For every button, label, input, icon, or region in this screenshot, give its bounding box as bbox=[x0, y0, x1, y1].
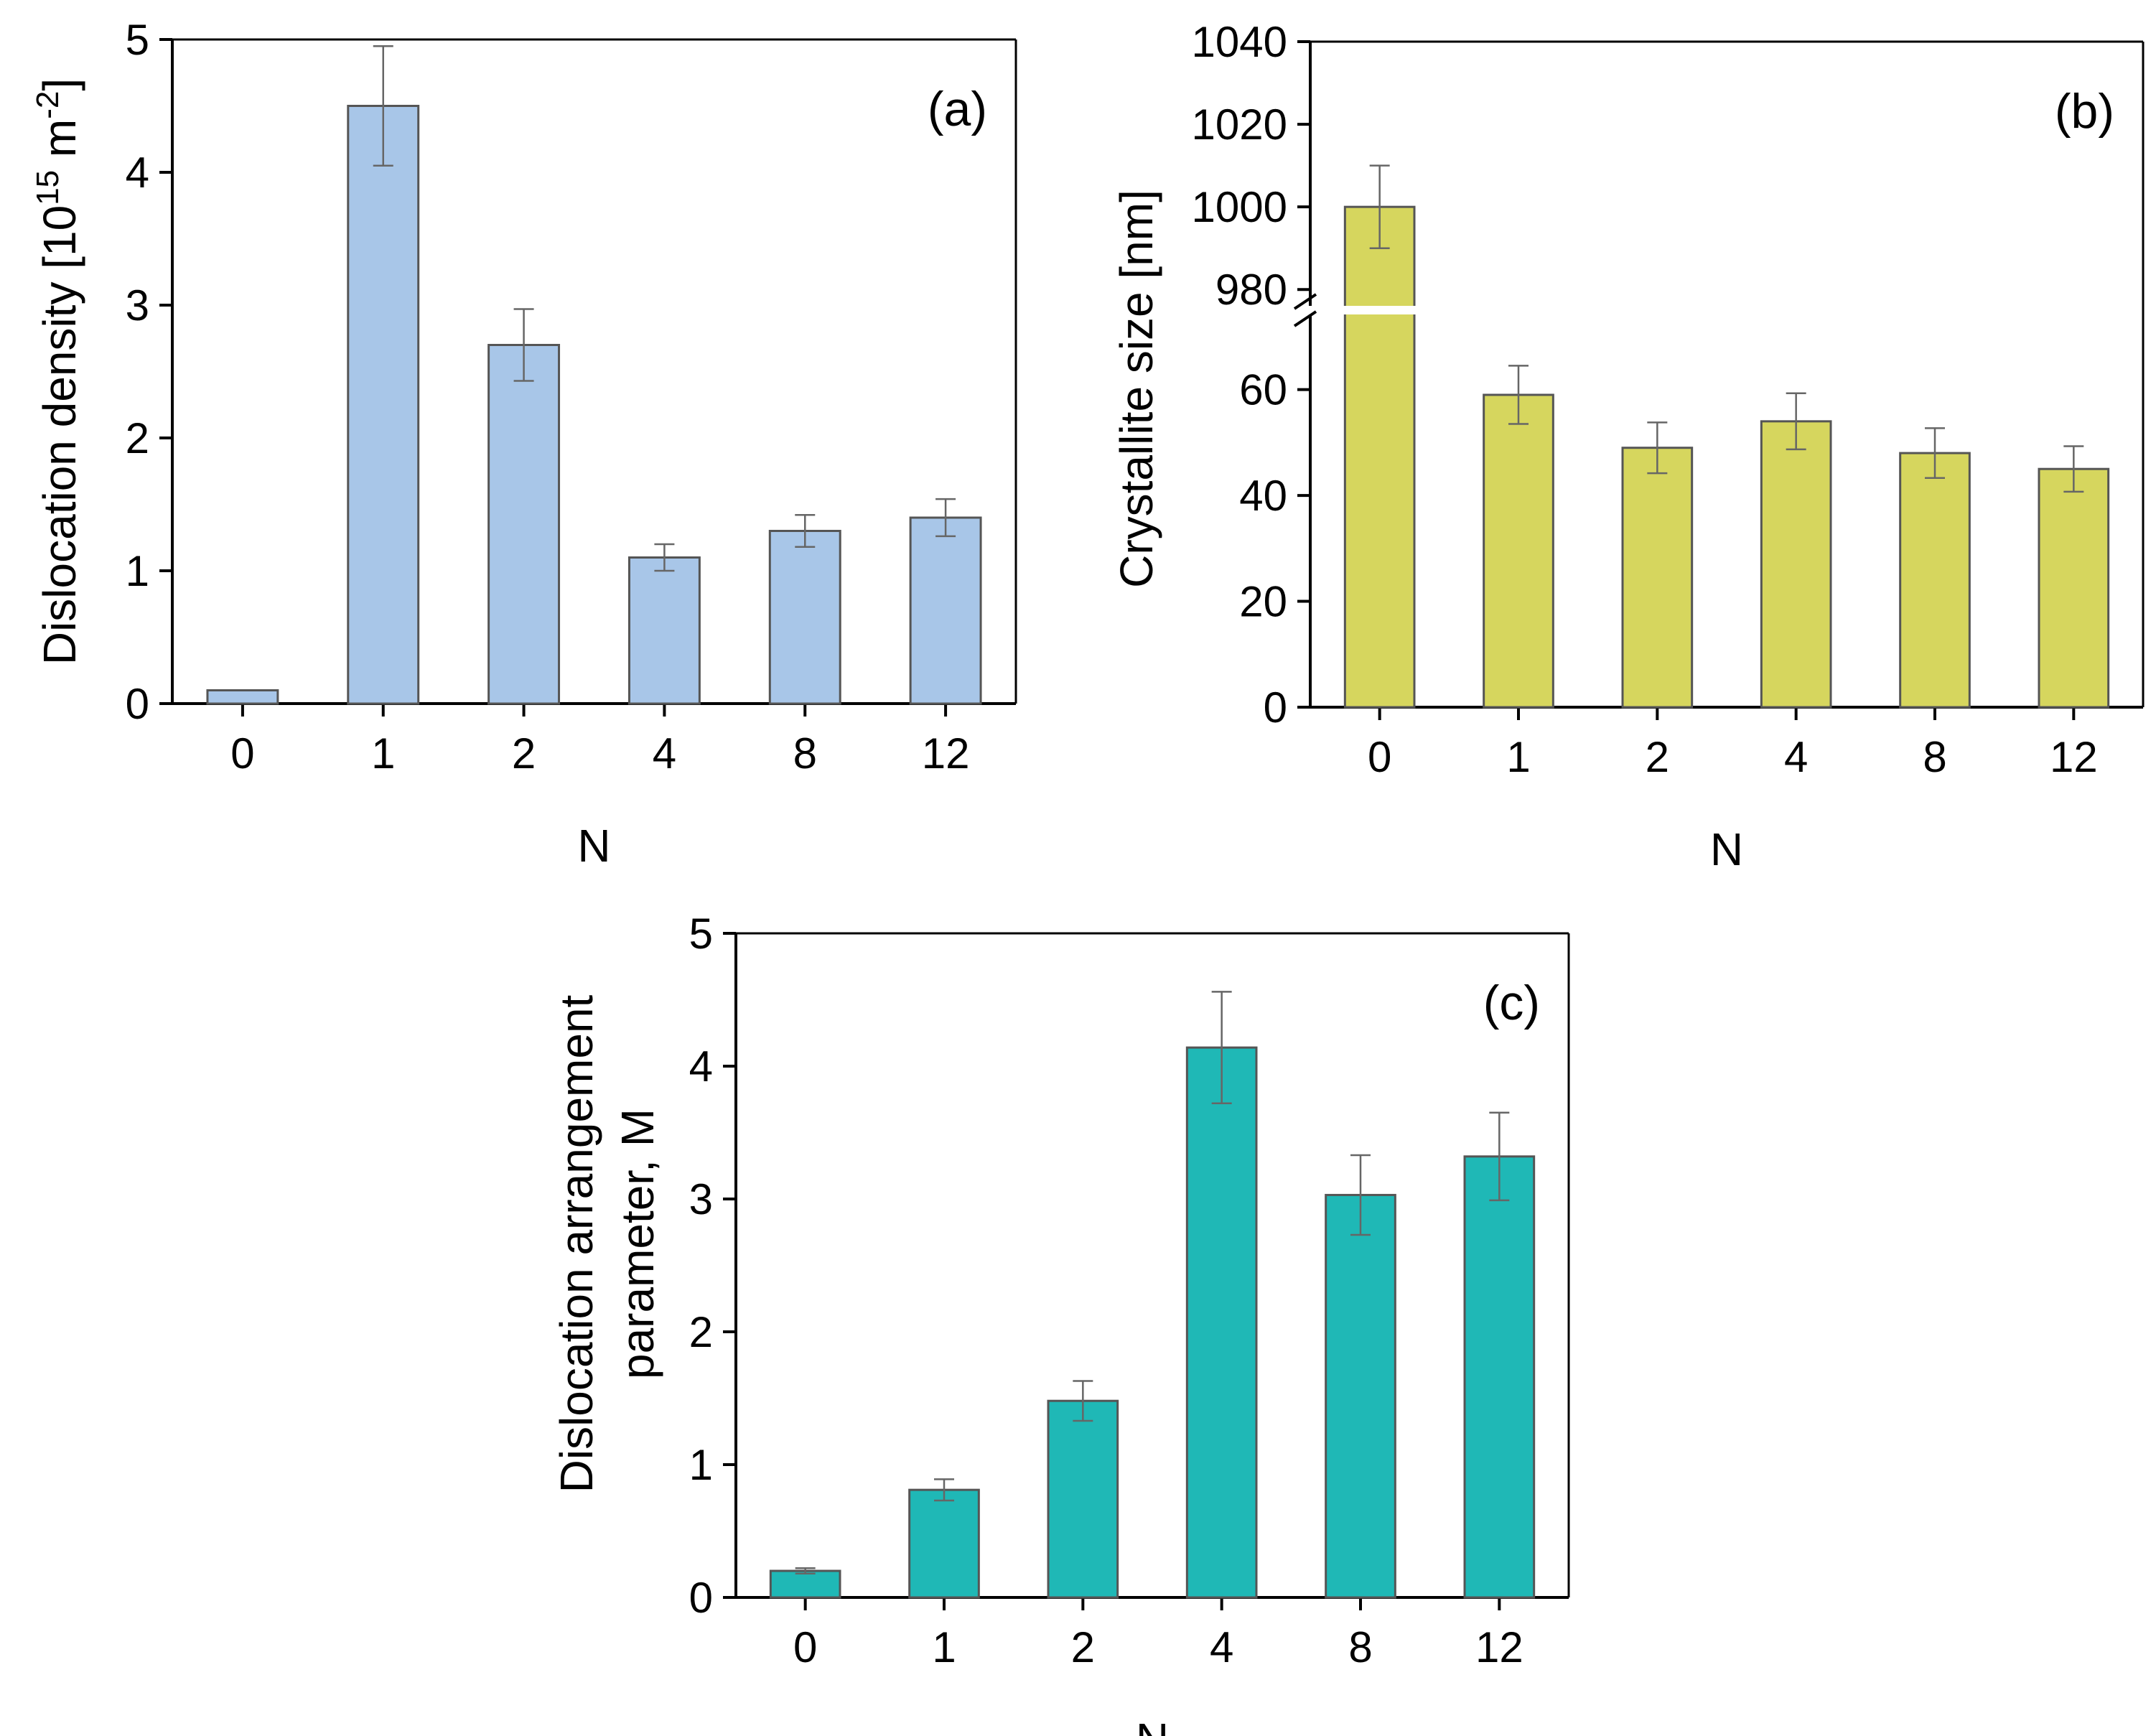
y-tick-label: 20 bbox=[1239, 578, 1287, 626]
bar bbox=[1483, 393, 1554, 709]
x-tick-label: 12 bbox=[2050, 733, 2098, 781]
y-axis-title-part: Dislocation density [10 bbox=[34, 205, 85, 665]
x-tick-label: 4 bbox=[653, 729, 676, 778]
x-tick-label: 2 bbox=[512, 729, 536, 778]
x-tick-label: 4 bbox=[1210, 1623, 1233, 1671]
y-tick-label: 40 bbox=[1239, 472, 1287, 520]
x-tick-label: 1 bbox=[1506, 733, 1530, 781]
y-tick-label: 0 bbox=[689, 1574, 713, 1622]
x-tick-label: 0 bbox=[1368, 733, 1391, 781]
y-tick-label: 1000 bbox=[1192, 183, 1287, 231]
x-tick-label: 0 bbox=[230, 729, 254, 778]
x-tick-label: 8 bbox=[1923, 733, 1946, 781]
bar bbox=[1185, 1046, 1258, 1599]
bar bbox=[1325, 1193, 1396, 1599]
bar bbox=[1621, 447, 1694, 709]
y-axis-title: Dislocation density [1015 m-2] bbox=[30, 78, 85, 665]
x-tick-label: 8 bbox=[793, 729, 817, 778]
y-tick-label: 2 bbox=[689, 1308, 713, 1356]
x-axis-title: N bbox=[1710, 823, 1743, 875]
panel-label: (c) bbox=[1483, 976, 1540, 1030]
axis-break-mark bbox=[1293, 310, 1317, 327]
bar bbox=[909, 516, 982, 705]
bar bbox=[487, 344, 561, 705]
y-tick-label: 3 bbox=[126, 281, 149, 330]
y-axis-title-line-1: Dislocation arrangement bbox=[551, 994, 602, 1493]
y-axis-title: Crystallite size [nm] bbox=[1111, 190, 1162, 588]
x-tick-label: 12 bbox=[922, 729, 970, 778]
x-axis-title: N bbox=[1136, 1714, 1169, 1736]
y-tick-label: 0 bbox=[126, 680, 149, 728]
bar bbox=[1760, 420, 1832, 709]
x-tick-label: 8 bbox=[1348, 1623, 1372, 1671]
panel-b-chart: 0 1 2 4 8 12N(b)0204060980100010201040Crystal… bbox=[1111, 18, 2145, 875]
bar bbox=[769, 1569, 841, 1599]
y-tick-label: 1020 bbox=[1192, 101, 1287, 149]
x-tick-label: 1 bbox=[371, 729, 395, 778]
y-axis-title-part: m bbox=[34, 119, 85, 170]
bar bbox=[2038, 467, 2110, 709]
bar bbox=[627, 556, 701, 705]
bar bbox=[206, 689, 279, 705]
panel-label: (b) bbox=[2055, 84, 2114, 139]
x-tick-label: 1 bbox=[932, 1623, 956, 1671]
y-axis-title-part: ] bbox=[34, 78, 85, 91]
panel-label: (a) bbox=[928, 82, 987, 136]
x-tick-label: 2 bbox=[1071, 1623, 1095, 1671]
axis-break-mark bbox=[1293, 293, 1317, 310]
x-tick-label: 12 bbox=[1475, 1623, 1523, 1671]
axis-break-gap bbox=[1289, 306, 1475, 314]
y-tick-label: 5 bbox=[126, 16, 149, 64]
y-tick-label: 5 bbox=[689, 910, 713, 958]
x-tick-label: 4 bbox=[1784, 733, 1808, 781]
y-tick-label: 60 bbox=[1239, 366, 1287, 414]
y-tick-label: 2 bbox=[126, 414, 149, 462]
y-tick-label: 980 bbox=[1215, 266, 1287, 314]
bar bbox=[1047, 1399, 1119, 1599]
bar bbox=[1343, 205, 1416, 709]
y-axis-title-part: -2 bbox=[30, 91, 65, 119]
x-tick-label: 2 bbox=[1646, 733, 1669, 781]
x-tick-label: 0 bbox=[793, 1623, 817, 1671]
bar bbox=[1463, 1155, 1536, 1599]
bar bbox=[908, 1488, 980, 1599]
bar bbox=[1899, 452, 1971, 709]
y-axis-title-line-2: parameter, M bbox=[612, 1109, 663, 1379]
y-tick-label: 1 bbox=[126, 547, 149, 595]
y-tick-label: 1040 bbox=[1192, 18, 1287, 66]
y-tick-label: 0 bbox=[1264, 683, 1287, 732]
y-tick-label: 3 bbox=[689, 1175, 713, 1223]
bar bbox=[347, 105, 420, 705]
y-tick-label: 4 bbox=[126, 149, 149, 197]
bar bbox=[768, 530, 841, 705]
x-axis-title: N bbox=[577, 820, 610, 872]
y-tick-label: 1 bbox=[689, 1441, 713, 1489]
y-axis-title-part: 15 bbox=[30, 170, 65, 205]
y-tick-label: 4 bbox=[689, 1042, 713, 1091]
